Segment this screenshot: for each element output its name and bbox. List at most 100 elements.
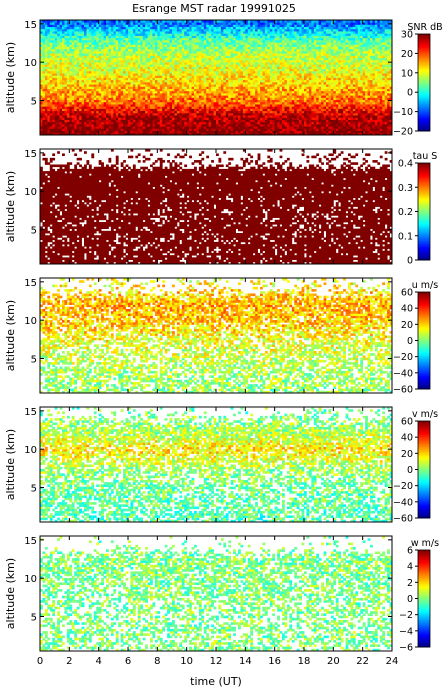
SNR-cell <box>187 115 190 118</box>
SNR-cell <box>204 58 207 61</box>
SNR-cell <box>336 86 339 89</box>
SNR-cell <box>270 86 273 89</box>
SNR-cell <box>299 86 302 89</box>
SNR-cell <box>287 100 290 103</box>
SNR-cell <box>292 86 295 89</box>
SNR-cell <box>328 100 331 103</box>
SNR-cell <box>260 128 263 131</box>
SNR-cell <box>250 128 253 131</box>
SNR-cell <box>382 128 385 131</box>
SNR-cell <box>272 71 275 74</box>
SNR-cell <box>130 58 133 61</box>
SNR-cell <box>245 100 248 103</box>
SNR-cell <box>121 58 124 61</box>
SNR-cell <box>240 100 243 103</box>
SNR-cell <box>89 115 92 118</box>
SNR-cell <box>196 128 199 131</box>
SNR-cell <box>231 86 234 89</box>
SNR-cell <box>104 115 107 118</box>
SNR-cell <box>211 86 214 89</box>
SNR-cell <box>221 100 224 103</box>
SNR-cell <box>196 115 199 118</box>
SNR-cell <box>221 71 224 74</box>
SNR-cell <box>45 71 48 74</box>
SNR-cell <box>321 100 324 103</box>
SNR-cell <box>355 71 358 74</box>
SNR-cell <box>152 86 155 89</box>
SNR-cell <box>294 115 297 118</box>
SNR-cell <box>336 128 339 131</box>
SNR-cell <box>368 115 371 118</box>
SNR-cell <box>192 86 195 89</box>
SNR-cell <box>96 115 99 118</box>
SNR-cell <box>302 71 305 74</box>
SNR-cell <box>64 86 67 89</box>
SNR-cell <box>272 115 275 118</box>
SNR-cell <box>201 71 204 74</box>
SNR-cell <box>167 58 170 61</box>
SNR-cell <box>368 71 371 74</box>
SNR-cell <box>311 71 314 74</box>
SNR-cell <box>358 128 361 131</box>
SNR-cell <box>55 100 58 103</box>
SNR-cell <box>370 71 373 74</box>
SNR-cell <box>328 128 331 131</box>
SNR-cell <box>240 128 243 131</box>
SNR-cell <box>309 71 312 74</box>
SNR-cell <box>380 100 383 103</box>
SNR-cell <box>99 86 102 89</box>
SNR-cell <box>108 128 111 131</box>
SNR-cell <box>157 100 160 103</box>
SNR-cell <box>104 128 107 131</box>
SNR-cell <box>275 100 278 103</box>
SNR-cell <box>89 128 92 131</box>
SNR-cell <box>79 71 82 74</box>
SNR-cell <box>243 100 246 103</box>
SNR-cell <box>82 100 85 103</box>
SNR-cell <box>360 86 363 89</box>
SNR-cell <box>79 100 82 103</box>
SNR-cell <box>248 100 251 103</box>
SNR-cell <box>77 71 80 74</box>
SNR-cell <box>116 115 119 118</box>
SNR-cell <box>355 100 358 103</box>
SNR-cell <box>135 58 138 61</box>
SNR-cell <box>86 100 89 103</box>
SNR-cell <box>187 58 190 61</box>
SNR-cell <box>316 128 319 131</box>
SNR-cell <box>216 115 219 118</box>
SNR-cell <box>133 115 136 118</box>
SNR-cell <box>343 115 346 118</box>
SNR-cell <box>182 128 185 131</box>
SNR-cell <box>118 128 121 131</box>
SNR-cell <box>133 128 136 131</box>
SNR-cell <box>79 128 82 131</box>
SNR-cell <box>216 58 219 61</box>
SNR-cell <box>91 71 94 74</box>
SNR-cell <box>89 71 92 74</box>
SNR-cell <box>363 128 366 131</box>
SNR-cell <box>331 128 334 131</box>
SNR-cell <box>130 86 133 89</box>
SNR-cell <box>248 58 251 61</box>
SNR-cell <box>64 128 67 131</box>
SNR-cell <box>343 100 346 103</box>
SNR-cell <box>50 86 53 89</box>
SNR-cell <box>116 71 119 74</box>
SNR-cell <box>262 86 265 89</box>
SNR-cell <box>289 100 292 103</box>
SNR-cell <box>355 115 358 118</box>
SNR-cell <box>172 86 175 89</box>
SNR-cell <box>338 100 341 103</box>
SNR-cell <box>289 115 292 118</box>
SNR-cell <box>204 100 207 103</box>
SNR-cell <box>99 115 102 118</box>
SNR-cell <box>385 100 388 103</box>
SNR-cell <box>182 100 185 103</box>
SNR-cell <box>121 71 124 74</box>
SNR-cell <box>167 128 170 131</box>
SNR-cell <box>111 58 114 61</box>
SNR-cell <box>258 71 261 74</box>
SNR-cell <box>240 71 243 74</box>
SNR-cell <box>277 71 280 74</box>
